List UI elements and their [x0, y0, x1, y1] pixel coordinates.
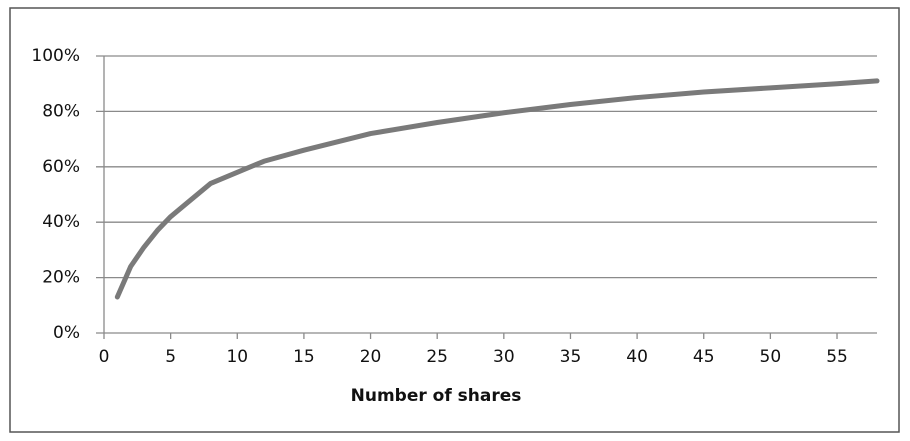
x-tick-label: 25	[426, 347, 448, 367]
y-tick-label: 20%	[42, 268, 80, 288]
x-tick-label: 40	[626, 347, 648, 367]
x-axis-label: Number of shares	[351, 386, 522, 406]
x-tick-label: 30	[493, 347, 515, 367]
x-tick-label: 20	[360, 347, 382, 367]
data-line	[114, 78, 880, 300]
y-tick-label: 40%	[42, 212, 80, 232]
y-tick-label: 0%	[53, 323, 80, 343]
y-tick-label: 80%	[42, 101, 80, 121]
x-tick-label: 45	[693, 347, 715, 367]
x-tick-label: 55	[826, 347, 848, 367]
x-tick-label: 50	[760, 347, 782, 367]
x-tick-label: 10	[226, 347, 248, 367]
x-tick-label: 5	[165, 347, 176, 367]
y-tick-label: 100%	[31, 46, 80, 66]
x-tick-label: 0	[99, 347, 110, 367]
chart-border	[9, 7, 900, 433]
x-tick-label: 35	[560, 347, 582, 367]
y-tick-label: 60%	[42, 157, 80, 177]
x-tick-label: 15	[293, 347, 315, 367]
